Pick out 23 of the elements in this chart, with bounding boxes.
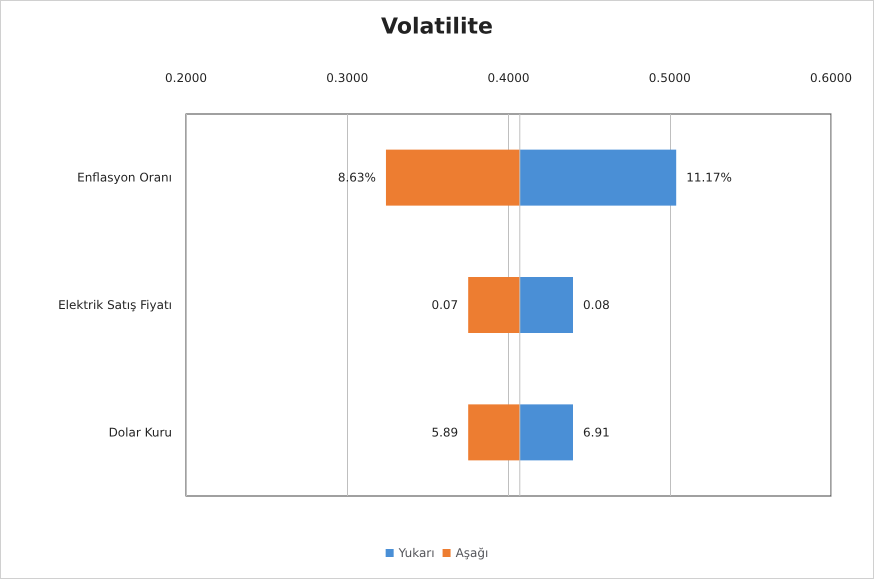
x-tick-label: 0.3000	[326, 71, 368, 85]
bar	[386, 150, 520, 206]
bar	[520, 404, 573, 460]
y-tick-label: Elektrik Satış Fiyatı	[58, 298, 172, 312]
x-tick-label: 0.5000	[648, 71, 691, 85]
annotation: 0.08	[583, 298, 610, 312]
x-tick-label: 0.2000	[165, 71, 207, 85]
bar	[520, 276, 573, 334]
annotation: 8.63%	[338, 170, 376, 185]
annotation: 6.91	[583, 425, 610, 440]
x-tick-label: 0.6000	[810, 71, 852, 85]
annotation: 0.07	[431, 298, 458, 312]
chart-title: Volatilite	[381, 14, 493, 40]
x-tick-label: 0.4000	[488, 71, 530, 85]
bar	[468, 404, 520, 460]
y-tick-label: Enflasyon Oranı	[77, 170, 172, 185]
legend-label: Aşağı	[456, 546, 488, 560]
bar	[468, 276, 520, 334]
bar	[520, 150, 676, 206]
annotation: 5.89	[431, 425, 458, 440]
y-tick-label: Dolar Kuru	[108, 425, 172, 440]
legend-label: Yukarı	[398, 546, 435, 560]
annotation: 11.17%	[686, 170, 732, 185]
